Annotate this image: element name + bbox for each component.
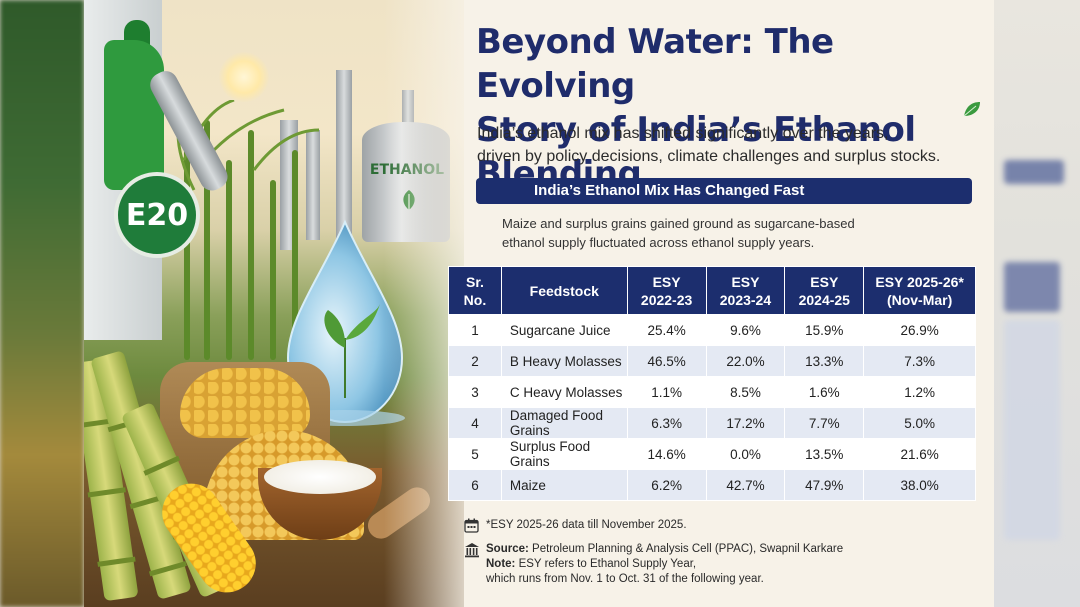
grains: [180, 368, 310, 438]
table-row: 5 Surplus Food Grains 14.6% 0.0% 13.5% 2…: [448, 438, 976, 470]
table-row: 6 Maize 6.2% 42.7% 47.9% 38.0%: [448, 469, 976, 501]
right-blur-band: [994, 0, 1080, 607]
header-esy-2025-26: ESY 2025-26* (Nov-Mar): [863, 266, 976, 315]
table-row: 3 C Heavy Molasses 1.1% 8.5% 1.6% 1.2%: [448, 376, 976, 408]
header-esy-2024-25: ESY 2024-25: [784, 266, 865, 315]
rice: [264, 460, 376, 494]
page-title: Beyond Water: The Evolving Story of Indi…: [476, 20, 976, 196]
note-line: Note: ESY refers to Ethanol Supply Year,: [486, 558, 697, 570]
infographic-card: ETHANOL E20: [84, 0, 994, 607]
sun: [219, 52, 269, 102]
section-subtitle: Maize and surplus grains gained ground a…: [502, 216, 855, 250]
esy-footnote: *ESY 2025-26 data till November 2025.: [464, 518, 964, 534]
intro-text: India’s ethanol mix has shifted signific…: [477, 125, 941, 165]
header-feedstock: Feedstock: [500, 266, 628, 315]
table-header-row: Sr. No. Feedstock ESY 2022-23 ESY 2023-24 E…: [448, 266, 976, 315]
calendar-icon: [464, 518, 479, 533]
table-row: 4 Damaged Food Grains 6.3% 17.2% 7.7% 5.…: [448, 407, 976, 439]
leaf-icon: [963, 102, 980, 117]
institution-icon: [465, 543, 479, 558]
header-esy-2023-24: ESY 2023-24: [705, 266, 786, 315]
note-line-2: which runs from Nov. 1 to Oct. 31 of the…: [486, 573, 764, 585]
left-blur-band: [0, 0, 84, 607]
section-banner: India’s Ethanol Mix Has Changed Fast: [476, 178, 972, 204]
source-line: Source: Petroleum Planning & Analysis Ce…: [486, 543, 844, 555]
title-line-1: Beyond Water: The Evolving: [476, 22, 834, 106]
header-sr-no: Sr. No.: [448, 266, 502, 315]
sugarcane-field: [174, 100, 324, 360]
table-row: 2 B Heavy Molasses 46.5% 22.0% 13.3% 7.3…: [448, 345, 976, 377]
table-row: 1 Sugarcane Juice 25.4% 9.6% 15.9% 26.9%: [448, 314, 976, 346]
source-footnote: Source: Petroleum Planning & Analysis Ce…: [464, 542, 964, 588]
e20-badge: E20: [114, 172, 200, 258]
ethanol-mix-table: Sr. No. Feedstock ESY 2022-23 ESY 2023-24 E…: [448, 266, 976, 501]
header-esy-2022-23: ESY 2022-23: [626, 266, 707, 315]
fuel-pump: [84, 0, 164, 340]
